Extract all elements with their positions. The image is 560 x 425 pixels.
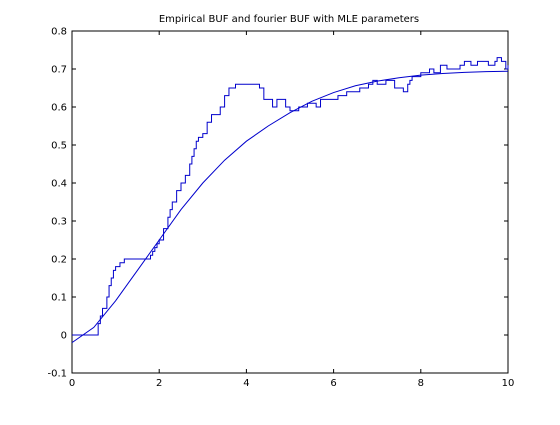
x-tick-label: 2 — [156, 378, 162, 389]
y-tick-label: 0.1 — [51, 293, 67, 304]
series-line-empirical-step — [72, 57, 509, 336]
y-tick-label: 0 — [61, 331, 67, 342]
y-tick-label: 0.2 — [51, 255, 67, 266]
y-tick-label: 0.7 — [51, 65, 67, 76]
axes-box — [71, 30, 509, 374]
y-tick-label: 0.3 — [51, 217, 67, 228]
y-tick-label: 0.4 — [51, 179, 67, 190]
y-tick-label: 0.5 — [51, 141, 67, 152]
x-tick-label: 6 — [330, 378, 336, 389]
x-tick-label: 8 — [418, 378, 424, 389]
x-tick-label: 0 — [69, 378, 75, 389]
y-tick-label: 0.6 — [51, 103, 67, 114]
y-tick-label: 0.8 — [51, 27, 67, 38]
x-tick-label: 4 — [243, 378, 249, 389]
x-tick-label: 10 — [502, 378, 515, 389]
plot-area: 0 2 4 6 8 10-0.100.10.20.30.40.50.60.70.8 — [47, 27, 514, 390]
y-tick-label: -0.1 — [47, 369, 67, 380]
chart-title: Empirical BUF and fourier BUF with MLE p… — [159, 14, 419, 25]
series-line-fitted-curve — [71, 70, 509, 344]
